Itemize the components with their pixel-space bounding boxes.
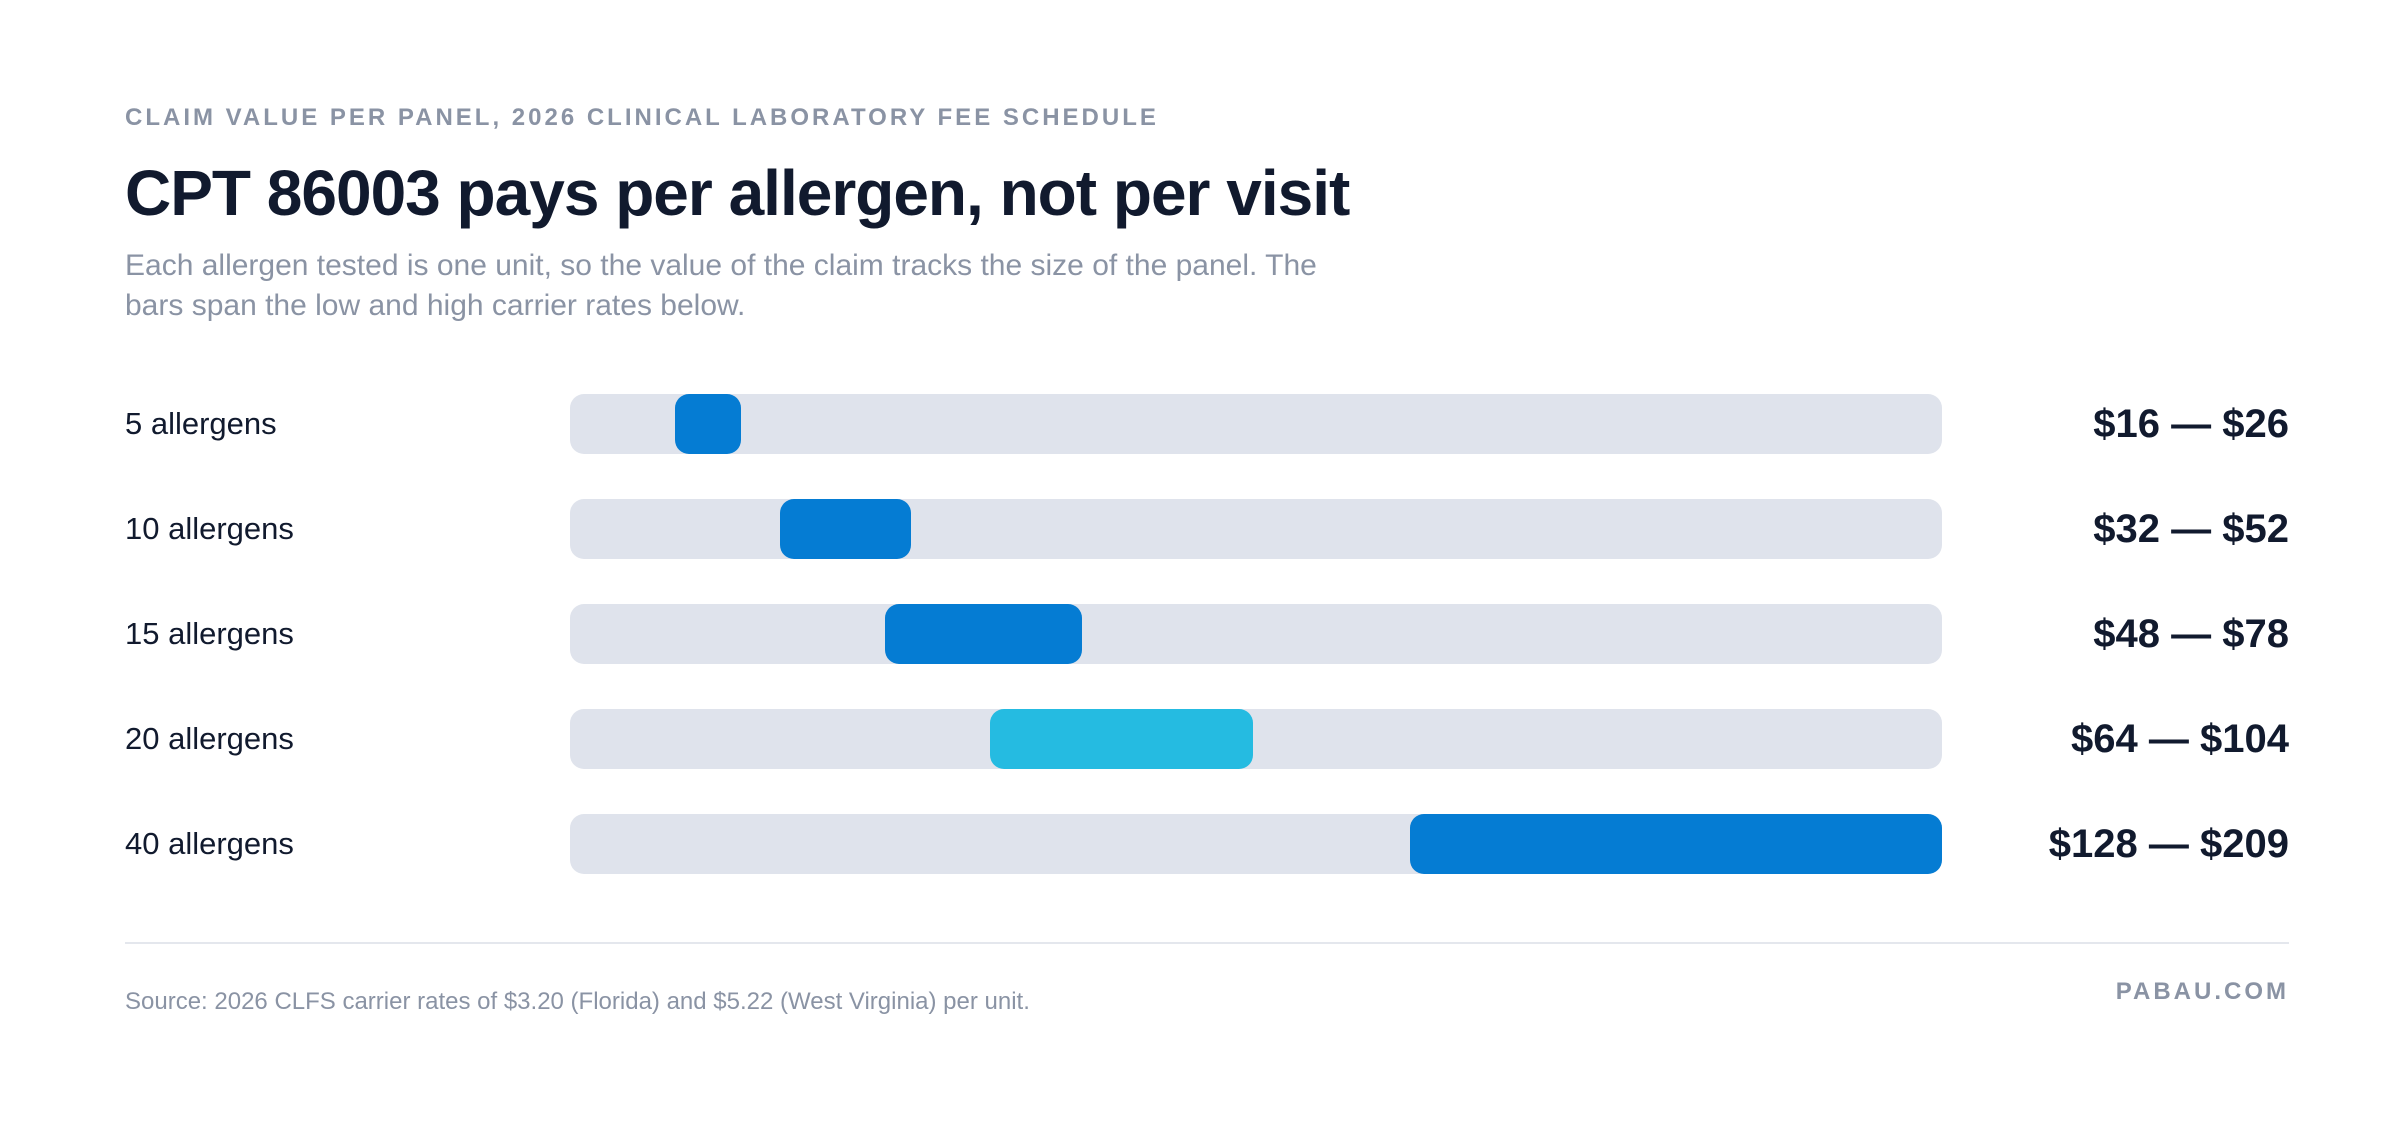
bar-track bbox=[570, 709, 1942, 769]
bar-track bbox=[570, 604, 1942, 664]
chart-title: CPT 86003 pays per allergen, not per vis… bbox=[125, 157, 1350, 229]
range-bar bbox=[780, 499, 912, 559]
footer-divider bbox=[125, 942, 2289, 944]
range-value-label: $32 — $52 bbox=[2093, 507, 2289, 551]
range-value-label: $16 — $26 bbox=[2093, 402, 2289, 446]
chart-row: 15 allergens $48 — $78 bbox=[125, 604, 2289, 664]
chart-row: 20 allergens $64 — $104 bbox=[125, 709, 2289, 769]
range-bar bbox=[675, 394, 741, 454]
bar-track bbox=[570, 499, 1942, 559]
range-value-label: $64 — $104 bbox=[2071, 717, 2289, 761]
chart-row: 10 allergens $32 — $52 bbox=[125, 499, 2289, 559]
chart-row: 40 allergens $128 — $209 bbox=[125, 814, 2289, 874]
category-label: 15 allergens bbox=[125, 616, 294, 651]
range-value-label: $128 — $209 bbox=[2048, 822, 2289, 866]
chart-subtitle: Each allergen tested is one unit, so the… bbox=[125, 249, 1317, 322]
bar-track bbox=[570, 394, 1942, 454]
range-bar bbox=[1410, 814, 1942, 874]
chart-card: CLAIM VALUE PER PANEL, 2026 CLINICAL LAB… bbox=[125, 0, 2289, 1132]
source-note: Source: 2026 CLFS carrier rates of $3.20… bbox=[125, 988, 1030, 1015]
category-label: 5 allergens bbox=[125, 406, 277, 441]
category-label: 40 allergens bbox=[125, 826, 294, 861]
category-label: 10 allergens bbox=[125, 511, 294, 546]
range-bar bbox=[990, 709, 1253, 769]
range-bar-chart: 5 allergens $16 — $26 10 allergens $32 — $5… bbox=[125, 394, 2289, 874]
bar-track bbox=[570, 814, 1942, 874]
range-bar bbox=[885, 604, 1083, 664]
brand-link[interactable]: PABAU.COM bbox=[2115, 978, 2289, 1005]
range-value-label: $48 — $78 bbox=[2093, 612, 2289, 656]
chart-eyebrow: CLAIM VALUE PER PANEL, 2026 CLINICAL LAB… bbox=[125, 104, 1159, 131]
category-label: 20 allergens bbox=[125, 721, 294, 756]
chart-row: 5 allergens $16 — $26 bbox=[125, 394, 2289, 454]
